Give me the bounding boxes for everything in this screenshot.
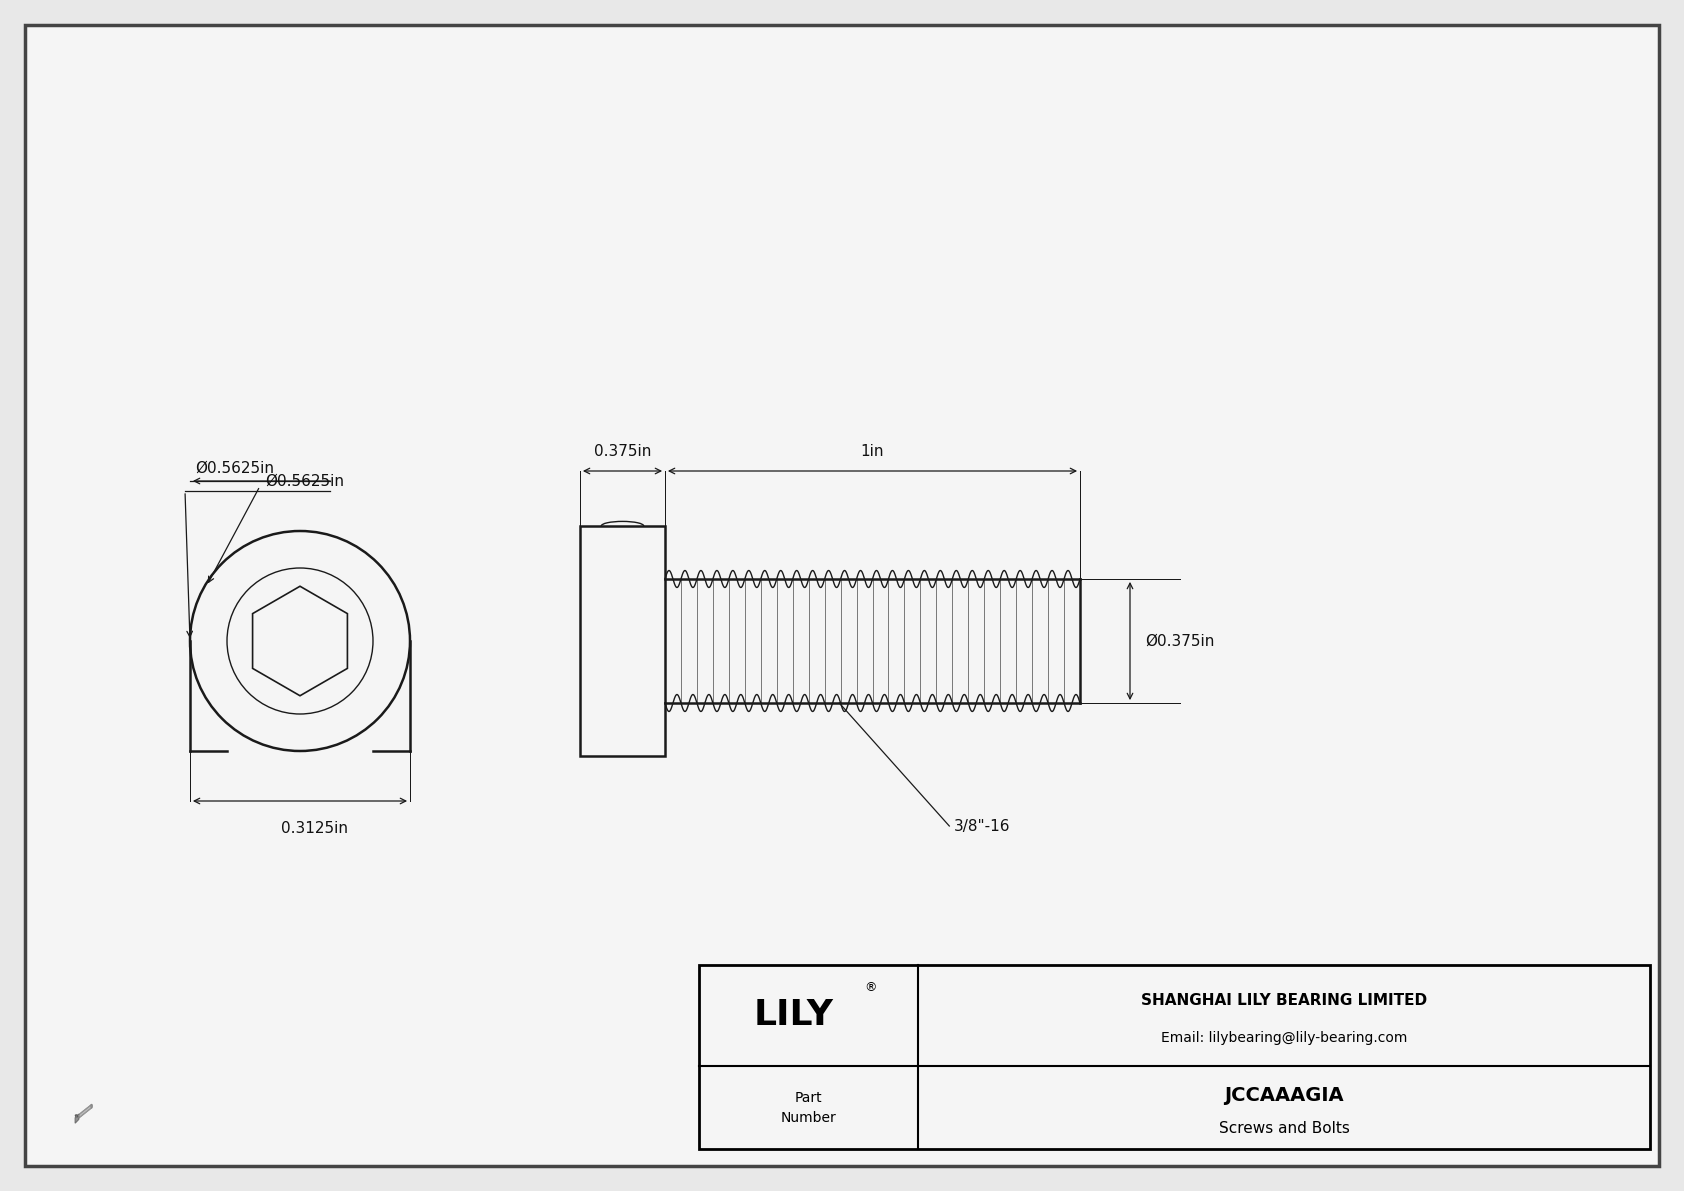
Text: Ø0.375in: Ø0.375in [1145, 634, 1214, 649]
Text: Part
Number: Part Number [780, 1091, 837, 1124]
Text: SHANGHAI LILY BEARING LIMITED: SHANGHAI LILY BEARING LIMITED [1142, 993, 1426, 1008]
Text: JCCAAAGIA: JCCAAAGIA [1224, 1086, 1344, 1105]
Text: Screws and Bolts: Screws and Bolts [1219, 1121, 1349, 1136]
Text: Ø0.5625in: Ø0.5625in [264, 474, 344, 488]
Text: Ø0.5625in: Ø0.5625in [195, 461, 274, 476]
Text: 1in: 1in [861, 444, 884, 459]
Text: 0.375in: 0.375in [594, 444, 652, 459]
Text: 3/8"-16: 3/8"-16 [955, 818, 1010, 834]
Bar [699, 965, 1650, 1149]
Text: Email: lilybearing@lily-bearing.com: Email: lilybearing@lily-bearing.com [1160, 1031, 1408, 1045]
Text: 0.3125in: 0.3125in [281, 821, 349, 836]
Text: ®: ® [864, 981, 877, 994]
Text: LILY: LILY [753, 998, 834, 1033]
